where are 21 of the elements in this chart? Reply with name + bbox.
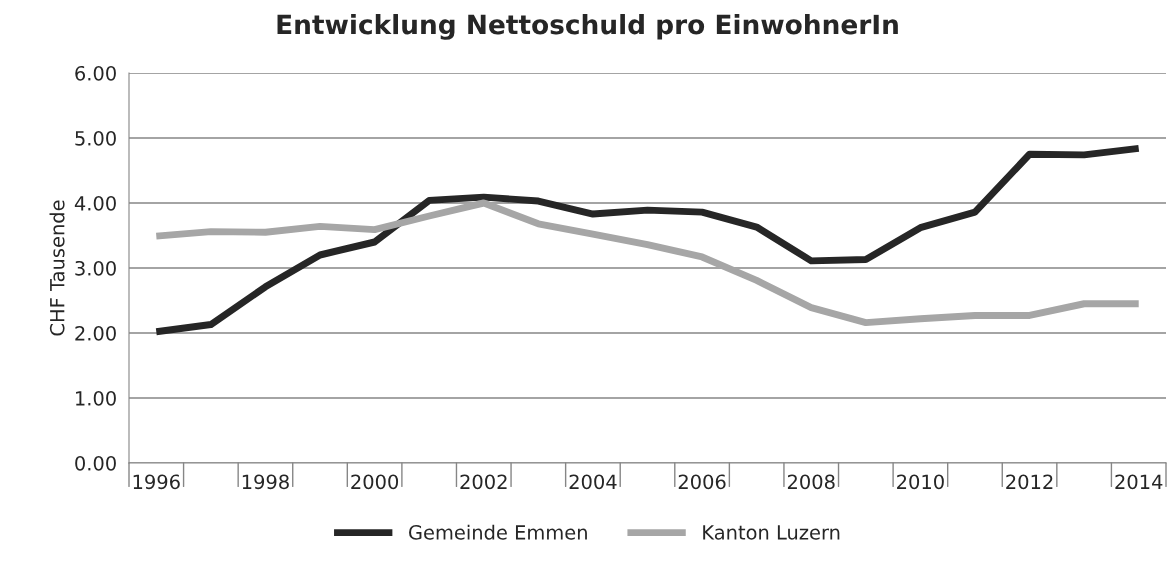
y-tick-label: 5.00 (75, 130, 116, 146)
y-tick-label: 0.00 (75, 455, 116, 471)
y-tick-label: 2.00 (75, 325, 116, 341)
y-tick-label: 6.00 (75, 65, 116, 81)
y-tick-label: 1.00 (76, 390, 116, 406)
x-tick-label: 2014 (1115, 474, 1163, 490)
x-tick-label: 2000 (351, 474, 399, 490)
x-tick-label: 2010 (897, 474, 944, 490)
legend-label: Kanton Luzern (703, 525, 840, 540)
x-tick-label: 2004 (569, 474, 617, 490)
y-tick-label: 4.00 (74, 195, 116, 211)
y-tick-label: 3.00 (75, 260, 116, 276)
chart-title: Entwicklung Nettoschuld pro EinwohnerIn (277, 14, 898, 40)
x-tick-label: 2006 (678, 474, 726, 490)
x-tick-label: 1996 (133, 474, 180, 490)
x-tick-label: 1998 (242, 474, 289, 490)
x-tick-label: 2008 (787, 474, 835, 490)
x-tick-label: 2002 (460, 474, 507, 490)
y-axis-title: CHF Tausende (49, 200, 65, 336)
legend-label: Gemeinde Emmen (409, 524, 587, 540)
x-tick-label: 2012 (1006, 474, 1053, 490)
